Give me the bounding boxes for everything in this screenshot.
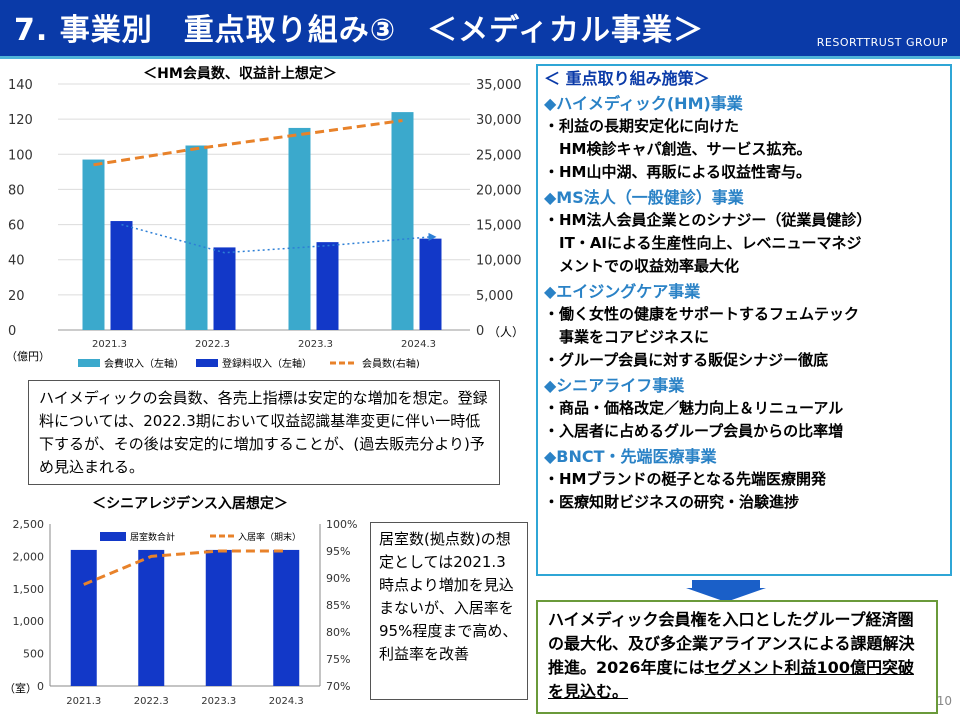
hm-chart: ＜HM会員数、収益計上想定＞ 140 120 100 80 60 40 20 0 35,000 3… (6, 65, 524, 370)
senior-right-tick: 95% (326, 545, 350, 558)
initiative-bullet: ・グループ会員に対する販促シナジー徹底 (544, 351, 829, 369)
initiative-bullet: IT・AIによる生産性向上、レベニューマネジ (544, 234, 862, 252)
hm-left-tick: 60 (8, 219, 25, 234)
initiative-bullet: メントでの収益効率最大化 (544, 257, 740, 275)
hm-bar-registration-fee (110, 221, 133, 330)
initiative-bullet: ・HM山中湖、再販による収益性寄与。 (544, 163, 812, 181)
senior-category-label: 2022.3 (134, 696, 169, 707)
senior-bar-rooms (138, 549, 165, 686)
header-divider (0, 56, 960, 59)
page-number: 10 (936, 694, 952, 708)
senior-left-tick: 2,000 (13, 550, 45, 563)
brand-label: RESORTTRUST GROUP (816, 36, 948, 49)
hm-bar-registration-fee (419, 238, 442, 330)
initiative-bullet: ・医療知財ビジネスの研究・治験進捗 (544, 493, 800, 511)
senior-left-tick: 500 (23, 648, 44, 661)
hm-left-tick: 20 (8, 289, 25, 304)
senior-left-unit: （室） (4, 681, 37, 695)
initiative-section-title: ◆MS法人（一般健診）事業 (544, 188, 744, 207)
senior-right-tick: 85% (326, 599, 350, 612)
hm-right-tick: 0 (476, 324, 484, 339)
conclusion-emphasis: セグメント利益100億円突破を見込む。 (548, 658, 914, 701)
down-arrow-icon (686, 580, 766, 602)
hm-left-tick: 100 (8, 148, 33, 163)
hm-right-tick: 30,000 (476, 113, 522, 128)
hm-left-tick: 40 (8, 254, 25, 269)
hm-left-tick: 0 (8, 324, 16, 339)
senior-category-label: 2021.3 (66, 696, 101, 707)
initiative-bullet: ・利益の長期安定化に向けた (544, 117, 740, 135)
hm-category-label: 2024.3 (401, 339, 436, 350)
hm-left-tick: 120 (8, 113, 33, 128)
hm-bar-membership-fee (82, 159, 105, 330)
initiatives-panel: ＜ 重点取り組み施策＞ ◆ハイメディック(HM)事業 ・利益の長期安定化に向けた … (536, 64, 952, 576)
senior-category-label: 2023.3 (201, 696, 236, 707)
page-title: 7. 事業別 重点取り組み③ ＜メディカル事業＞ (14, 13, 705, 48)
senior-right-tick: 100% (326, 518, 357, 531)
header-bar: 7. 事業別 重点取り組み③ ＜メディカル事業＞ RESORTTRUST GRO… (0, 0, 960, 56)
hm-category-label: 2021.3 (92, 339, 127, 350)
hm-legend-item: 登録料収入（左軸） (222, 357, 312, 370)
hm-bar-registration-fee (213, 247, 236, 330)
senior-chart-title: ＜シニアレジデンス入居想定＞ (92, 495, 288, 512)
hm-left-tick: 140 (8, 78, 33, 93)
hm-line-members (93, 119, 403, 167)
senior-right-tick: 70% (326, 680, 350, 693)
hm-bar-membership-fee (391, 112, 414, 330)
hm-bar-registration-fee (316, 242, 339, 330)
initiative-bullet: ・HM法人会員企業とのシナジー（従業員健診） (544, 211, 872, 229)
senior-right-tick: 75% (326, 653, 350, 666)
senior-category-label: 2024.3 (269, 696, 304, 707)
hm-category-label: 2023.3 (298, 339, 333, 350)
hm-legend-item: 会費収入（左軸） (104, 357, 184, 370)
initiative-bullet: ・商品・価格改定／魅力向上＆リニューアル (544, 399, 844, 417)
initiatives-title: ＜ 重点取り組み施策＞ (544, 69, 710, 88)
senior-bar-rooms (273, 549, 300, 686)
hm-left-unit: （億円） (6, 350, 50, 363)
hm-legend: 会費収入（左軸） 登録料収入（左軸） 会員数(右軸) (78, 357, 420, 370)
senior-legend-item: 居室数合計 (130, 531, 175, 543)
senior-right-tick: 90% (326, 572, 350, 585)
senior-right-tick: 80% (326, 626, 350, 639)
hm-bar-membership-fee (185, 145, 208, 330)
hm-trend-arrowhead (428, 232, 437, 241)
senior-left-tick: 2,500 (13, 518, 45, 531)
hm-note-box: ハイメディックの会員数、各売上指標は安定的な増加を想定。登録料については、202… (28, 380, 500, 485)
senior-chart: ＜シニアレジデンス入居想定＞ 2,500 2,000 1,500 1,000 500 0 1… (4, 495, 357, 707)
hm-right-tick: 10,000 (476, 254, 522, 269)
hm-right-tick: 25,000 (476, 148, 522, 163)
hm-line-registration-trend (121, 223, 431, 254)
hm-right-unit: （人） (488, 325, 524, 339)
initiative-section-title: ◆ハイメディック(HM)事業 (544, 94, 743, 113)
hm-bar-membership-fee (288, 127, 311, 330)
senior-legend-item: 入居率（期末） (238, 531, 301, 543)
conclusion-text: ハイメディック会員権を入口としたグループ経済圏の最大化、及び多企業アライアンスに… (548, 610, 915, 677)
hm-right-tick: 5,000 (476, 289, 513, 304)
initiative-bullet: ・働く女性の健康をサポートするフェムテック (544, 305, 860, 323)
initiative-bullet: 事業をコアビジネスに (544, 328, 710, 346)
hm-right-tick: 15,000 (476, 219, 522, 234)
senior-left-tick: 1,000 (13, 615, 45, 628)
senior-line-occupancy (83, 549, 287, 586)
senior-left-tick: 0 (37, 680, 44, 693)
hm-right-tick: 20,000 (476, 183, 522, 198)
hm-category-label: 2022.3 (195, 339, 230, 350)
initiative-section-title: ◆BNCT・先端医療事業 (544, 447, 717, 466)
hm-chart-title: ＜HM会員数、収益計上想定＞ (143, 65, 337, 82)
initiative-section-title: ◆シニアライフ事業 (544, 376, 685, 395)
conclusion-box: ハイメディック会員権を入口としたグループ経済圏の最大化、及び多企業アライアンスに… (536, 600, 938, 714)
senior-legend: 居室数合計 入居率（期末） (100, 531, 301, 543)
hm-legend-item: 会員数(右軸) (362, 357, 420, 370)
senior-bar-rooms (70, 549, 97, 686)
hm-right-tick: 35,000 (476, 78, 522, 93)
initiative-bullet: ・HMブランドの梃子となる先端医療開発 (544, 470, 827, 488)
senior-note-box: 居室数(拠点数)の想定としては2021.3時点より増加を見込まないが、入居率を9… (370, 522, 528, 700)
initiative-section-title: ◆エイジングケア事業 (544, 282, 701, 301)
senior-bar-rooms (205, 549, 232, 686)
hm-left-tick: 80 (8, 183, 25, 198)
initiative-bullet: ・入居者に占めるグループ会員からの比率増 (544, 422, 844, 440)
initiative-bullet: HM検診キャパ創造、サービス拡充。 (544, 140, 812, 158)
senior-left-tick: 1,500 (13, 583, 45, 596)
